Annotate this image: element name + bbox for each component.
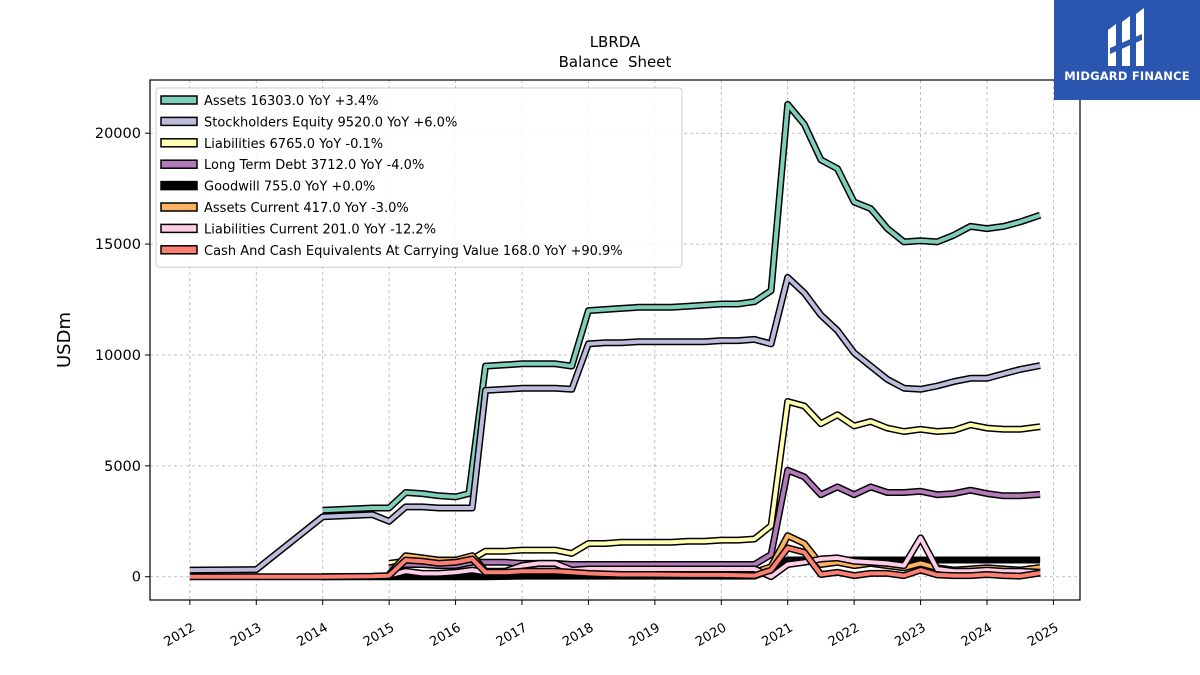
series-line-2 <box>189 273 1041 574</box>
legend-label: Assets 16303.0 YoY +3.4% <box>204 94 379 109</box>
chart-subtitle: Balance Sheet <box>559 53 672 71</box>
brand-logo: MIDGARD FINANCE <box>1054 0 1200 100</box>
legend-label: Assets Current 417.0 YoY -3.0% <box>204 201 409 216</box>
legend-box <box>155 87 683 268</box>
series-lines <box>189 100 1042 581</box>
series-line-stroke <box>388 468 1041 570</box>
legend: Assets 16303.0 YoY +3.4% Stockholders Equ… <box>155 87 683 268</box>
legend-label: Stockholders Equity 9520.0 YoY +6.0% <box>204 115 457 130</box>
brand-mark-icon <box>1108 8 1144 66</box>
y-tick-label: 0 <box>132 570 141 586</box>
legend-swatch <box>160 180 198 191</box>
series-line-stroke <box>189 275 1041 573</box>
legend-swatch <box>160 159 198 169</box>
y-tick-label: 10000 <box>95 348 141 364</box>
series-line-1 <box>322 100 1042 514</box>
legend-swatch <box>160 138 198 148</box>
series-line-8 <box>189 544 1041 581</box>
legend-swatch <box>160 223 198 234</box>
series-line-3 <box>388 398 1041 567</box>
legend-swatch <box>160 95 198 105</box>
y-axis: 0 5000 10000 15000 20000 <box>95 126 150 586</box>
legend-swatch <box>160 116 198 127</box>
brand-name: MIDGARD FINANCE <box>1064 69 1190 83</box>
series-line-4 <box>388 466 1041 572</box>
legend-label: Liabilities 6765.0 YoY -0.1% <box>204 137 383 152</box>
legend-label: Liabilities Current 201.0 YoY -12.2% <box>204 222 436 237</box>
y-tick-label: 5000 <box>104 459 141 475</box>
legend-label: Goodwill 755.0 YoY +0.0% <box>204 180 375 195</box>
series-line-stroke <box>189 545 1041 579</box>
y-axis-label: USDm <box>54 312 75 368</box>
legend-swatch <box>160 202 198 212</box>
series-line-stroke <box>322 102 1041 513</box>
y-tick-label: 20000 <box>95 126 141 142</box>
legend-label: Cash And Cash Equivalents At Carrying Va… <box>204 244 623 259</box>
plot-area-frame <box>149 79 1081 601</box>
series-line-stroke <box>388 399 1041 566</box>
y-tick-label: 15000 <box>95 237 141 253</box>
legend-label: Long Term Debt 3712.0 YoY -4.0% <box>204 158 424 173</box>
chart-title: LBRDA <box>590 33 641 51</box>
legend-swatch <box>160 245 198 255</box>
